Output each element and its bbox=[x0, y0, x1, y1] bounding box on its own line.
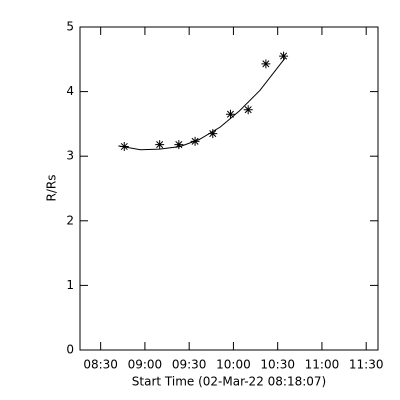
data-point bbox=[225, 109, 235, 119]
y-tick-label: 4 bbox=[66, 84, 74, 98]
y-tick-label: 1 bbox=[66, 278, 74, 292]
y-tick-label: 0 bbox=[66, 343, 74, 357]
x-tick-label: 08:30 bbox=[83, 358, 118, 372]
x-tick-label: 09:30 bbox=[172, 358, 207, 372]
data-point bbox=[279, 51, 289, 61]
y-tick-label: 3 bbox=[66, 149, 74, 163]
data-point bbox=[155, 140, 165, 150]
x-tick-label: 11:00 bbox=[305, 358, 340, 372]
data-point bbox=[261, 59, 271, 69]
y-tick-label: 2 bbox=[66, 213, 74, 227]
data-point bbox=[208, 129, 218, 139]
plot-frame bbox=[79, 26, 379, 351]
fit-curve bbox=[118, 57, 286, 151]
y-tick-label: 5 bbox=[66, 20, 74, 34]
x-tick-label: 09:00 bbox=[128, 358, 163, 372]
x-axis-label: Start Time (02-Mar-22 08:18:07) bbox=[132, 375, 326, 389]
x-tick-label: 10:00 bbox=[216, 358, 251, 372]
y-axis-label: R/Rs bbox=[45, 175, 59, 202]
x-tick-label: 10:30 bbox=[260, 358, 295, 372]
data-point bbox=[243, 105, 253, 115]
data-point bbox=[174, 140, 184, 150]
x-tick-label: 11:30 bbox=[349, 358, 384, 372]
